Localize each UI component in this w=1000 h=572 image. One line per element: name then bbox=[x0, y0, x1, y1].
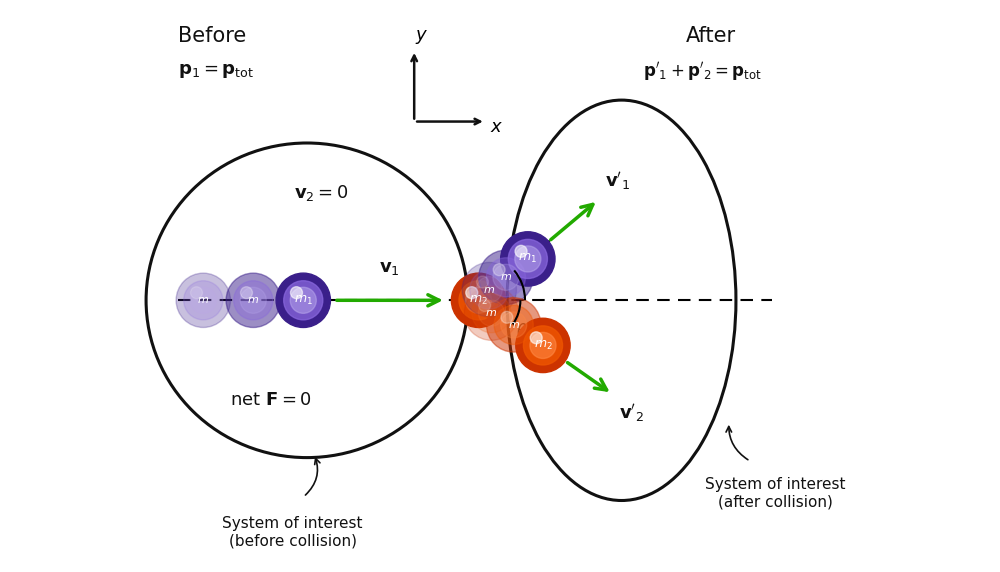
Text: $\theta_2$: $\theta_2$ bbox=[516, 321, 534, 342]
Text: $\mathbf{p}'_1 + \mathbf{p}'_2 = \mathbf{p}_{\mathrm{tot}}$: $\mathbf{p}'_1 + \mathbf{p}'_2 = \mathbf… bbox=[643, 60, 762, 83]
Circle shape bbox=[466, 287, 478, 299]
Circle shape bbox=[530, 332, 556, 359]
Circle shape bbox=[470, 270, 509, 309]
Text: $\mathbf{v}_1$: $\mathbf{v}_1$ bbox=[379, 260, 400, 277]
Text: $\mathbf{v}'_2$: $\mathbf{v}'_2$ bbox=[619, 402, 644, 424]
Text: $m$: $m$ bbox=[500, 272, 512, 283]
Text: $\mathbf{p}_1 = \mathbf{p}_{\mathrm{tot}}$: $\mathbf{p}_1 = \mathbf{p}_{\mathrm{tot}… bbox=[178, 62, 254, 81]
Circle shape bbox=[493, 264, 519, 291]
Circle shape bbox=[240, 287, 266, 313]
Circle shape bbox=[276, 273, 330, 327]
Circle shape bbox=[234, 281, 273, 320]
Text: $m$: $m$ bbox=[483, 285, 495, 295]
Circle shape bbox=[451, 273, 506, 327]
Text: $m$: $m$ bbox=[508, 320, 520, 330]
Circle shape bbox=[479, 250, 533, 304]
Circle shape bbox=[476, 276, 502, 303]
Text: net $\mathbf{F} = 0$: net $\mathbf{F} = 0$ bbox=[230, 391, 312, 410]
Text: $m$: $m$ bbox=[485, 308, 497, 318]
Circle shape bbox=[184, 281, 223, 320]
Text: $m_2$: $m_2$ bbox=[469, 294, 488, 307]
Text: $m_1$: $m_1$ bbox=[294, 294, 313, 307]
Text: System of interest
(before collision): System of interest (before collision) bbox=[222, 517, 363, 549]
Text: $m$: $m$ bbox=[197, 295, 209, 305]
Circle shape bbox=[516, 318, 570, 372]
Circle shape bbox=[493, 264, 505, 276]
Circle shape bbox=[466, 287, 492, 313]
Text: System of interest
(after collision): System of interest (after collision) bbox=[705, 477, 846, 510]
Text: $y$: $y$ bbox=[415, 28, 428, 46]
Circle shape bbox=[501, 311, 513, 323]
Circle shape bbox=[462, 263, 516, 317]
Text: $m_2$: $m_2$ bbox=[534, 339, 552, 352]
Circle shape bbox=[464, 286, 519, 340]
Circle shape bbox=[486, 258, 525, 297]
Text: After: After bbox=[686, 26, 736, 46]
Circle shape bbox=[477, 276, 488, 288]
Circle shape bbox=[290, 287, 316, 313]
Circle shape bbox=[501, 312, 527, 338]
Circle shape bbox=[459, 281, 498, 320]
Text: $\theta_1$: $\theta_1$ bbox=[516, 261, 534, 283]
Circle shape bbox=[191, 287, 202, 299]
Circle shape bbox=[487, 298, 541, 352]
Circle shape bbox=[523, 326, 563, 365]
Circle shape bbox=[226, 273, 280, 327]
Circle shape bbox=[501, 232, 555, 286]
Circle shape bbox=[190, 287, 216, 313]
Circle shape bbox=[508, 239, 547, 279]
Circle shape bbox=[530, 332, 542, 344]
Text: $x$: $x$ bbox=[490, 118, 503, 136]
Circle shape bbox=[472, 293, 511, 333]
Text: $\mathbf{v}_2 = 0$: $\mathbf{v}_2 = 0$ bbox=[294, 183, 349, 203]
Text: $m_1$: $m_1$ bbox=[518, 252, 537, 265]
Text: Before: Before bbox=[178, 26, 247, 46]
Circle shape bbox=[479, 300, 491, 312]
Circle shape bbox=[494, 305, 533, 344]
Text: $m$: $m$ bbox=[247, 295, 259, 305]
Circle shape bbox=[515, 245, 527, 257]
Circle shape bbox=[284, 281, 323, 320]
Circle shape bbox=[515, 246, 541, 272]
Circle shape bbox=[478, 300, 504, 326]
Text: $\mathbf{v}'_1$: $\mathbf{v}'_1$ bbox=[605, 169, 630, 192]
Circle shape bbox=[176, 273, 230, 327]
Circle shape bbox=[240, 287, 252, 299]
Circle shape bbox=[290, 287, 302, 299]
